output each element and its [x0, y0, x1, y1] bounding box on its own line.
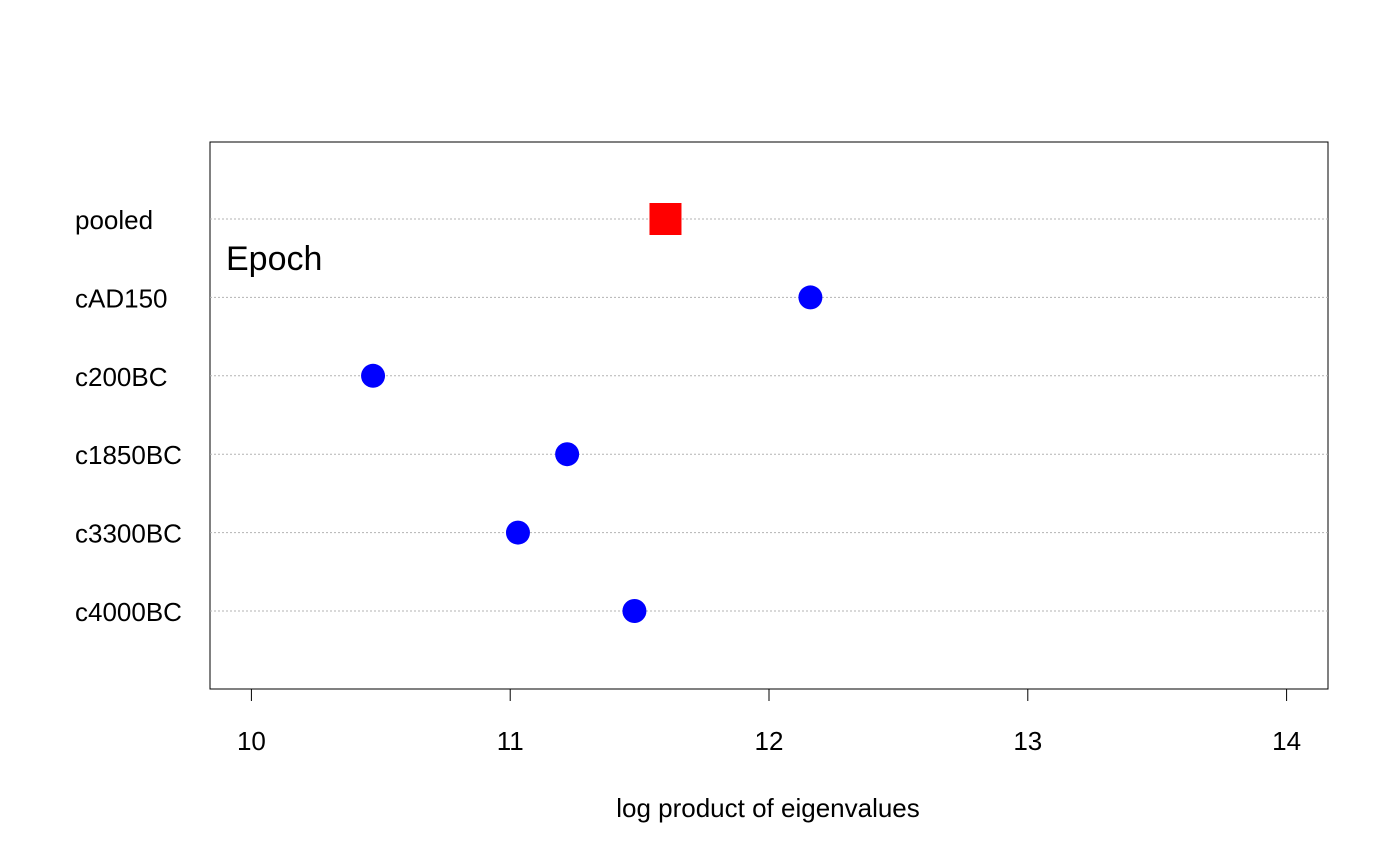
- gridlines: [210, 218, 1328, 612]
- category-label-pooled: pooled: [75, 205, 153, 235]
- x-tick-label-12: 12: [755, 726, 784, 756]
- category-label-c200BC: c200BC: [75, 362, 168, 392]
- point-circle-c200BC: [361, 363, 386, 388]
- point-circle-c4000BC: [622, 599, 647, 623]
- category-labels: pooled cAD150 c200BC c1850BC c3300BC c4000BC: [75, 205, 182, 627]
- x-axis: 10 11 12 13 14: [237, 688, 1301, 756]
- category-label-c1850BC: c1850BC: [75, 440, 182, 470]
- point-circle-c1850BC: [555, 442, 580, 467]
- category-label-c4000BC: c4000BC: [75, 597, 182, 627]
- x-tick-label-14: 14: [1272, 726, 1301, 756]
- data-points: [361, 203, 823, 623]
- epoch-annotation: Epoch: [226, 240, 322, 278]
- category-label-cAD150: cAD150: [75, 283, 168, 313]
- x-tick-label-10: 10: [237, 726, 266, 756]
- x-axis-title: log product of eigenvalues: [616, 793, 920, 823]
- x-tick-label-13: 13: [1013, 726, 1042, 756]
- plot-frame: [209, 141, 1329, 690]
- category-label-c3300BC: c3300BC: [75, 519, 182, 549]
- point-circle-c3300BC: [505, 520, 530, 545]
- point-square-pooled: [649, 203, 682, 235]
- point-circle-cAD150: [798, 285, 823, 310]
- x-tick-label-11: 11: [497, 726, 524, 756]
